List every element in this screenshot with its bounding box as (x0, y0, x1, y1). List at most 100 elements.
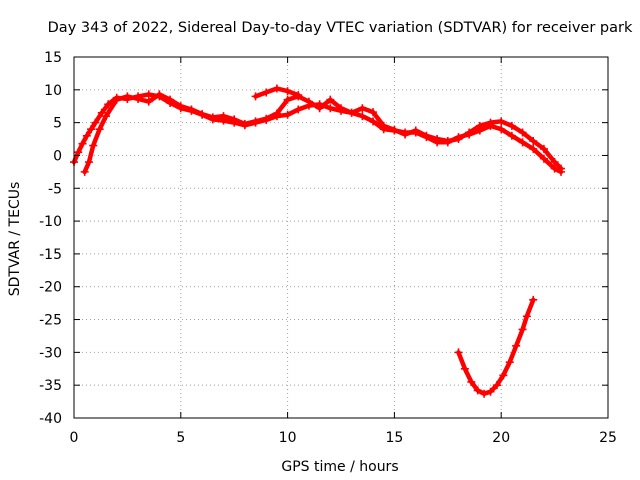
data-point (518, 138, 527, 147)
data-point (460, 364, 469, 373)
data-point (134, 95, 143, 104)
data-point (272, 84, 281, 93)
y-tick-label: -35 (39, 378, 62, 394)
y-axis-label: SDTVAR / TECUs (7, 182, 23, 297)
y-tick-label: -5 (48, 181, 62, 197)
data-point (522, 312, 531, 321)
x-tick-label: 10 (279, 430, 297, 446)
data-point (315, 104, 324, 113)
data-point (390, 125, 399, 134)
data-point (219, 112, 228, 121)
data-point (326, 104, 335, 113)
y-tick-label: -40 (39, 411, 62, 427)
data-point (283, 87, 292, 96)
data-point (283, 110, 292, 119)
x-tick-label: 25 (599, 430, 617, 446)
data-point (74, 148, 83, 157)
data-point (507, 121, 516, 130)
data-point (497, 117, 506, 126)
data-point (82, 131, 91, 140)
data-point (492, 381, 501, 390)
chart-title: Day 343 of 2022, Sidereal Day-to-day VTE… (48, 20, 633, 36)
data-point (144, 90, 153, 99)
data-point (433, 135, 442, 144)
y-tick-label: -20 (39, 280, 62, 296)
data-point (454, 348, 463, 357)
data-point (358, 112, 367, 121)
data-point (123, 92, 132, 101)
data-point (87, 125, 96, 134)
data-point (97, 108, 106, 117)
x-tick-label: 15 (385, 430, 403, 446)
data-point (401, 130, 410, 139)
data-point (155, 90, 164, 99)
data-point (529, 144, 538, 153)
data-point (112, 95, 121, 104)
data-point (518, 325, 527, 334)
data-series (70, 84, 566, 398)
y-tick-label: -10 (39, 214, 62, 230)
data-point (486, 118, 495, 127)
data-point (251, 117, 260, 126)
data-point (198, 110, 207, 119)
x-tick-label: 5 (176, 430, 185, 446)
data-point (550, 158, 559, 167)
data-point (507, 131, 516, 140)
data-point (251, 92, 260, 101)
data-point (467, 377, 476, 386)
data-point (529, 295, 538, 304)
data-point (230, 115, 239, 124)
y-tick-label: 5 (53, 116, 62, 132)
data-point (539, 154, 548, 163)
data-point (326, 95, 335, 104)
data-point (240, 119, 249, 128)
plot-frame (73, 56, 609, 419)
data-point (102, 112, 111, 121)
data-point (512, 341, 521, 350)
data-point (262, 114, 271, 123)
data-point (465, 128, 474, 137)
data-point (486, 387, 495, 396)
data-point (166, 95, 175, 104)
data-point (475, 121, 484, 130)
x-tick-label: 20 (492, 430, 510, 446)
data-point (497, 125, 506, 134)
data-point (262, 88, 271, 97)
y-tick-label: -25 (39, 313, 62, 329)
data-point (283, 95, 292, 104)
axis-ticks (73, 56, 609, 419)
data-point (89, 141, 98, 150)
data-point (443, 137, 452, 146)
data-point (187, 105, 196, 114)
data-point (294, 105, 303, 114)
data-point (454, 135, 463, 144)
data-point (272, 109, 281, 118)
data-point (518, 128, 527, 137)
data-point (473, 386, 482, 395)
y-tick-label: -30 (39, 345, 62, 361)
x-tick-label: 0 (70, 430, 79, 446)
grid-lines (74, 57, 608, 418)
data-point (91, 118, 100, 127)
data-point (539, 144, 548, 153)
data-point (369, 117, 378, 126)
data-point (358, 104, 367, 113)
data-point (304, 97, 313, 106)
data-point (347, 108, 356, 117)
data-point (337, 104, 345, 113)
data-point (411, 126, 420, 135)
data-point (208, 113, 217, 122)
data-point (529, 137, 538, 146)
axis-tick-labels: 0 5 10 15 20 25 15 10 5 0 -5 -10 -15 -20 -25 -30 -35 -40 (39, 50, 617, 446)
data-point (104, 100, 113, 109)
data-point (176, 102, 185, 111)
y-tick-label: -15 (39, 247, 62, 263)
data-point (557, 164, 566, 173)
data-point (144, 97, 153, 106)
data-point (84, 158, 93, 167)
data-point (80, 167, 89, 176)
y-tick-label: 10 (44, 83, 62, 99)
x-axis-label: GPS time / hours (281, 459, 398, 475)
